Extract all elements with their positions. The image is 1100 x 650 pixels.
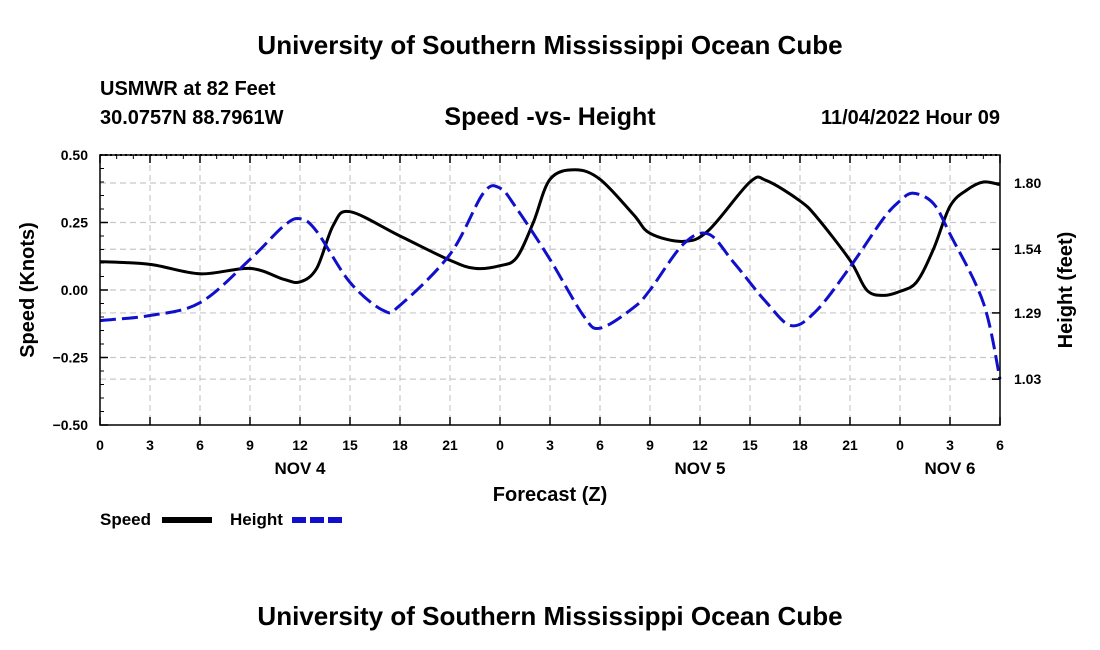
series-lines [99,168,1002,380]
x-tick-label: 12 [292,437,308,453]
series-line-height [99,184,1002,380]
legend: Speed Height [100,510,342,529]
x-tick-label: 0 [96,437,104,453]
x-tick-label: 0 [896,437,904,453]
y-left-tick-label: 0.00 [61,282,88,298]
x-tick-label: 3 [946,437,954,453]
y-axis-left-label: Speed (Knots) [17,222,39,358]
x-tick-label: 9 [646,437,654,453]
y-right-tick-label: 1.54 [1014,241,1041,257]
axis-ticks: 0 3 6 9 12 15 18 21 0 3 6 9 12 15 18 21 0 3 6 0.50 0.25 0.00 −… [53,147,1042,478]
y-left-tick-label: −0.25 [53,350,89,366]
y-left-tick-label: −0.50 [53,417,89,433]
x-tick-label: 3 [146,437,154,453]
x-tick-label: 18 [392,437,408,453]
forecast-timestamp: 11/04/2022 Hour 09 [821,107,1000,129]
y-left-tick-label: 0.25 [61,215,88,231]
date-label: NOV 5 [674,459,725,478]
legend-height-label: Height [230,510,283,529]
y-axis-right-label: Height (feet) [1055,232,1077,349]
x-tick-label: 3 [546,437,554,453]
x-tick-label: 12 [692,437,708,453]
x-tick-label: 9 [246,437,254,453]
x-tick-label: 6 [196,437,204,453]
y-right-tick-label: 1.03 [1014,371,1041,387]
x-tick-label: 0 [496,437,504,453]
page-title: University of Southern Mississippi Ocean… [257,30,842,60]
date-label: NOV 4 [274,459,326,478]
x-tick-label: 6 [596,437,604,453]
y-right-tick-label: 1.29 [1014,305,1041,321]
date-label: NOV 6 [924,459,975,478]
y-right-tick-label: 1.80 [1014,175,1041,191]
x-axis-label: Forecast (Z) [493,484,607,506]
station-coordinates: 30.0757N 88.7961W [100,107,284,129]
x-tick-label: 15 [742,437,758,453]
x-tick-label: 21 [842,437,858,453]
x-tick-label: 15 [342,437,358,453]
x-tick-label: 18 [792,437,808,453]
x-tick-label: 6 [996,437,1004,453]
series-line-speed [99,168,1001,297]
legend-speed-label: Speed [100,510,151,529]
x-tick-label: 21 [442,437,458,453]
footer-title: University of Southern Mississippi Ocean… [257,601,842,631]
station-name: USMWR at 82 Feet [100,78,276,100]
grid-lines [100,155,1000,425]
y-left-tick-label: 0.50 [61,147,88,163]
chart-title: Speed -vs- Height [444,103,656,131]
